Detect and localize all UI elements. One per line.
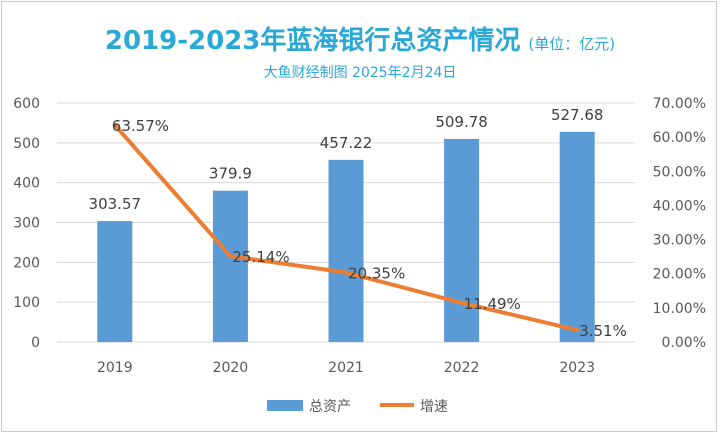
y-right-tick-label: 20.00% <box>653 267 706 283</box>
y-left-tick-label: 400 <box>13 176 40 192</box>
bar <box>97 221 133 342</box>
legend-swatch-bar <box>267 400 303 411</box>
line-data-label: 20.35% <box>348 265 405 283</box>
chart-title-row: 2019-2023年蓝海银行总资产情况 (单位：亿元) <box>0 20 720 57</box>
bar <box>559 131 595 342</box>
line-point <box>459 300 464 305</box>
x-tick-label: 2020 <box>213 360 249 376</box>
chart-unit: (单位：亿元) <box>528 35 616 53</box>
x-tick-label: 2023 <box>559 360 595 376</box>
y-right-tick-label: 50.00% <box>653 164 706 180</box>
line-point <box>228 254 233 259</box>
y-left-tick-label: 600 <box>13 96 40 112</box>
line-data-label: 63.57% <box>112 117 169 135</box>
bar <box>212 190 248 342</box>
y-left-tick-label: 500 <box>13 136 40 152</box>
x-tick-label: 2021 <box>328 360 364 376</box>
chart-title: 2019-2023年蓝海银行总资产情况 <box>104 26 521 56</box>
chart-subtitle: 大鱼财经制图 2025年2月24日 <box>263 65 457 81</box>
bar-data-label: 509.78 <box>435 113 488 131</box>
line-point <box>112 122 117 127</box>
y-right-tick-label: 60.00% <box>653 130 706 146</box>
bar <box>328 159 364 342</box>
line-data-label: 25.14% <box>232 248 289 266</box>
y-right-tick-label: 0.00% <box>662 335 706 351</box>
line-data-label: 11.49% <box>464 295 521 313</box>
y-right-tick-label: 10.00% <box>653 301 706 317</box>
bar-data-label: 457.22 <box>320 134 373 152</box>
legend-label-line: 增速 <box>420 399 448 415</box>
line-point <box>344 270 348 275</box>
y-right-tick-label: 40.00% <box>653 198 706 214</box>
line-point <box>575 328 580 333</box>
line-data-label: 3.51% <box>579 322 627 340</box>
y-left-tick-label: 100 <box>13 295 40 311</box>
x-tick-label: 2019 <box>97 360 133 376</box>
x-tick-label: 2022 <box>444 360 480 376</box>
bar <box>444 138 480 342</box>
bar-data-label: 379.9 <box>209 165 252 183</box>
bar-data-label: 303.57 <box>89 195 142 213</box>
y-left-tick-label: 200 <box>13 255 40 271</box>
y-right-tick-label: 30.00% <box>653 233 706 249</box>
y-left-tick-label: 300 <box>13 216 40 232</box>
legend-label-bar: 总资产 <box>309 399 351 415</box>
bar-data-label: 527.68 <box>551 106 604 124</box>
y-left-tick-label: 0 <box>31 335 40 351</box>
y-right-tick-label: 70.00% <box>653 96 706 112</box>
